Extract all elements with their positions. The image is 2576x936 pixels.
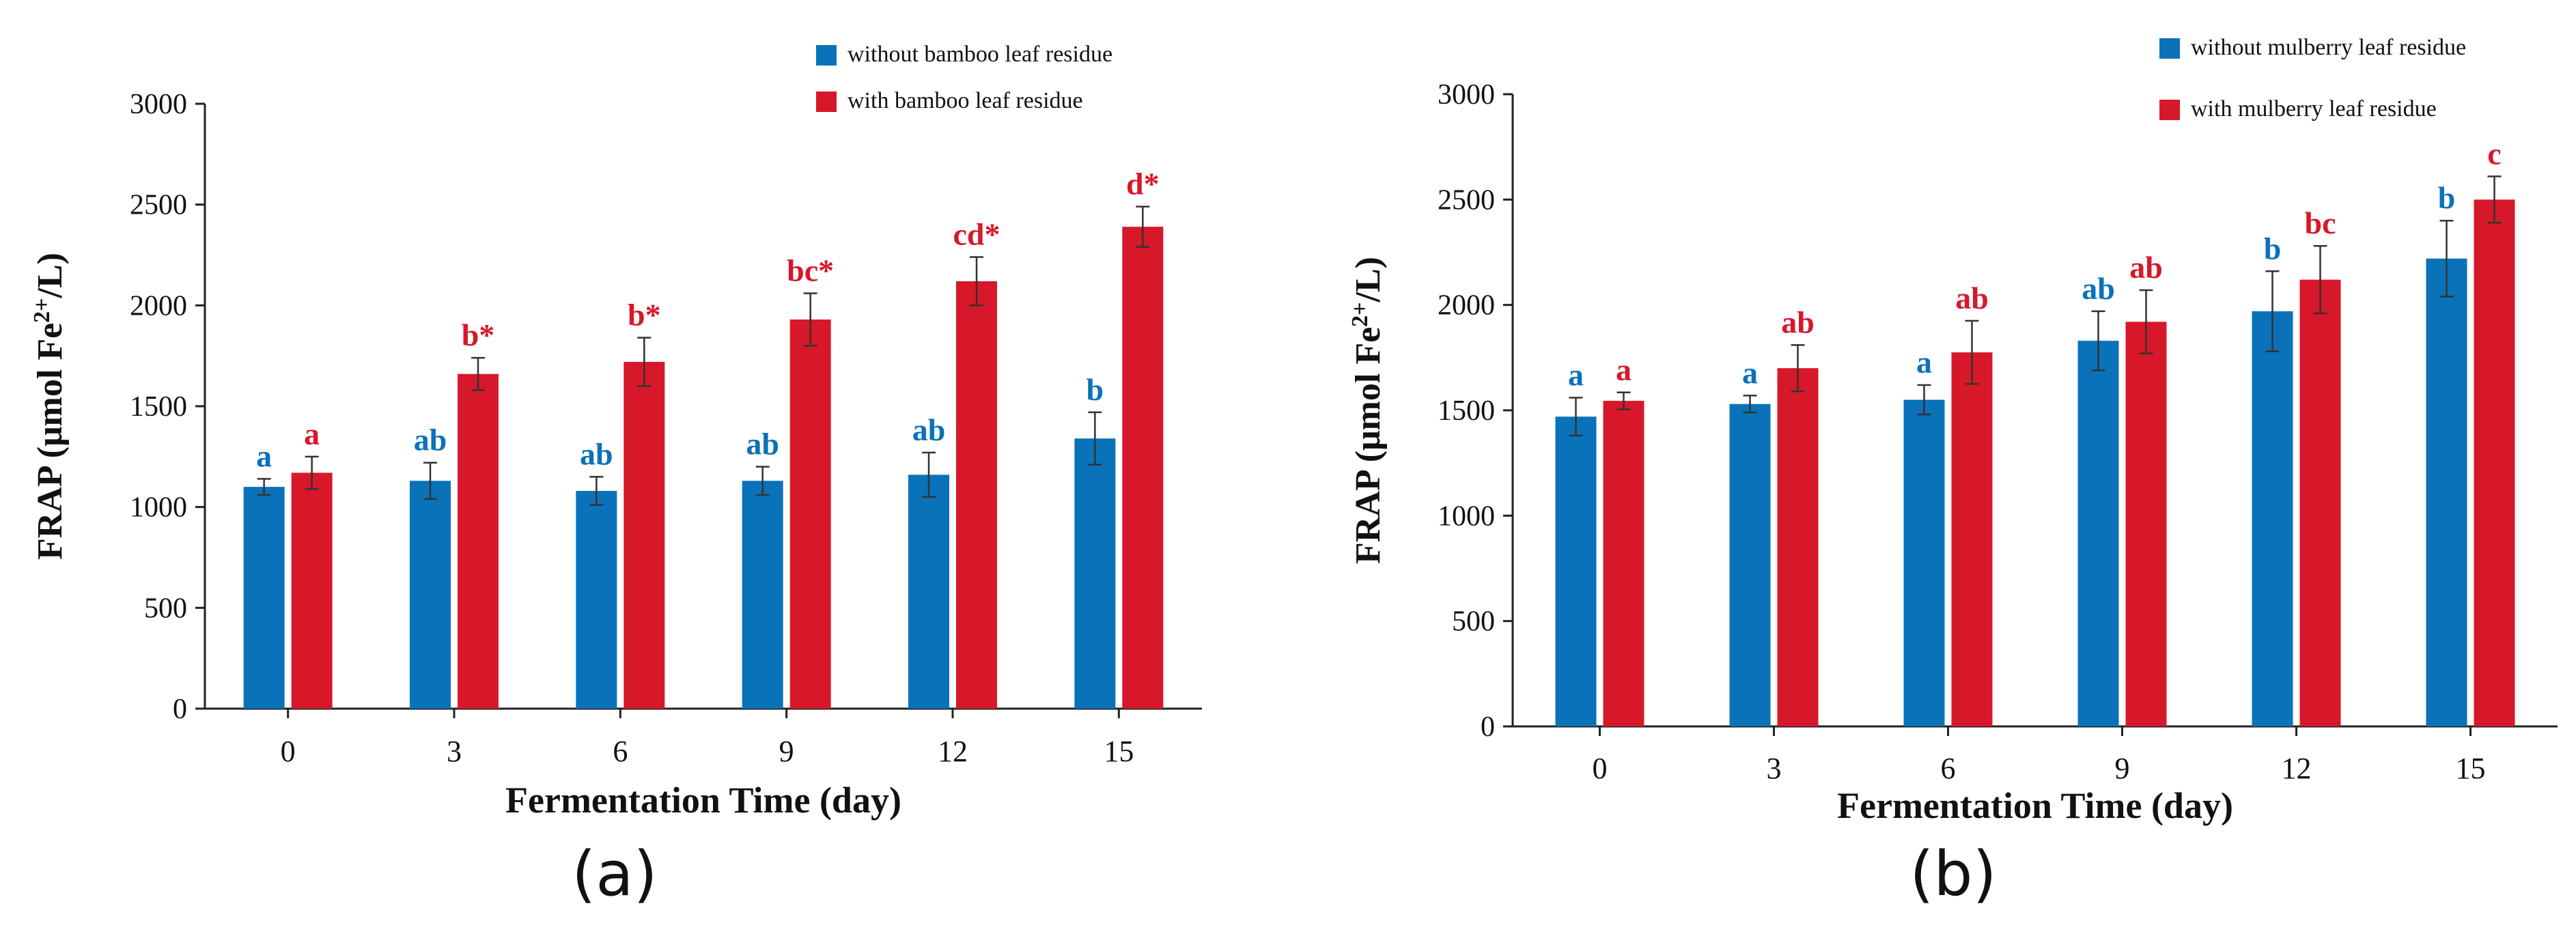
chart-b-significance-letter: a [1616,352,1632,387]
chart-a-x-tick-label: 3 [447,735,462,768]
chart-b-significance-letter: a [1742,355,1758,390]
chart-b-legend-swatch-with [2159,100,2180,120]
chart-a-significance-letter: ab [912,412,946,447]
chart-a-significance-letter: ab [746,427,779,462]
chart-b-bar-with [1951,352,1993,726]
chart-b-bar-without [2252,311,2293,727]
chart-b-bar-with [1777,368,1819,726]
chart-b-significance-letter: bc [2305,205,2336,240]
chart-a-bar-without [410,481,451,709]
chart-b-y-tick-label: 0 [1481,711,1495,743]
chart-b-bar-with [2125,322,2167,726]
chart-a-significance-letter: a [304,416,320,451]
chart-a-bar-with [1122,227,1164,709]
chart-b-bar-without [1555,416,1597,726]
chart-b-y-tick-label: 1000 [1438,500,1495,532]
chart-a-x-axis-title: Fermentation Time (day) [505,780,901,821]
chart-a-y-axis-title-tail: /L) [31,253,70,298]
chart-a-significance-letter: cd* [953,216,1000,251]
chart-a-significance-letter: d* [1126,167,1160,201]
chart-a-significance-letter: a [256,438,272,473]
chart-a-bar-without [908,474,949,709]
chart-a-bar-without [576,491,617,709]
chart-a-x-tick-label: 6 [613,735,628,768]
chart-b-significance-letter: ab [1781,304,1815,339]
chart-a-y-tick-label: 500 [144,593,187,624]
chart-b-significance-letter: a [1916,345,1932,380]
chart-a-bar-with [291,472,333,709]
chart-b-significance-letter: c [2487,136,2501,171]
chart-a-bar-without [1074,438,1116,709]
chart-b-significance-letter: ab [1955,281,1989,315]
chart-a-y-tick-label: 1500 [130,391,187,423]
chart-b-legend-label-with: with mulberry leaf residue [2191,96,2437,122]
chart-a-significance-letter: b [1087,372,1104,407]
chart-b-x-tick-label: 15 [2456,752,2486,785]
chart-a-y-axis-title: FRAP (μmol Fe2+/L) [29,253,70,560]
chart-a-legend-swatch-with [816,91,837,112]
chart-b-y-axis-title-tail: /L) [1349,257,1388,302]
chart-b-bar-with [2299,279,2341,726]
chart-b-y-tick-label: 3000 [1438,79,1495,111]
chart-a-y-tick-label: 3000 [130,89,187,120]
caption-a: (a) [572,838,658,910]
chart-b-bar-without [1729,403,1771,726]
chart-b-y-tick-label: 1500 [1438,395,1495,427]
chart-b-bar-with [2474,199,2515,726]
chart-b-significance-letter: b [2438,180,2456,215]
chart-a-bar-without [243,487,285,709]
chart-a-bar-with [458,373,499,709]
chart-b-legend-swatch-without [2159,38,2180,59]
chart-b-x-tick-label: 3 [1767,752,1782,785]
chart-b-y-tick-label: 2500 [1438,184,1495,216]
chart-b-x-tick-label: 12 [2282,752,2312,785]
chart-b-bar-with [1603,401,1644,726]
chart-a-x-tick-label: 12 [938,735,968,768]
caption-b: (b) [1909,838,1997,910]
chart-b-y-axis-title-main: FRAP (μmol Fe [1349,327,1388,564]
chart-a-bar-without [742,481,783,709]
chart-b-significance-letter: ab [2082,271,2115,306]
chart-a-significance-letter: b* [462,317,495,352]
chart-b-y-axis-title: FRAP (μmol Fe2+/L) [1347,257,1388,564]
chart-a-y-axis-title-superscript: 2+ [29,298,55,322]
chart-b-legend-label-without: without mulberry leaf residue [2191,35,2466,60]
chart-a-bar-with [956,281,997,709]
chart-b-y-tick-label: 500 [1452,606,1495,638]
chart-a-significance-letter: b* [628,298,661,332]
chart-b-y-axis-title-superscript: 2+ [1347,302,1373,326]
chart-a-bar-with [789,320,831,709]
chart-b-significance-letter: b [2264,231,2282,266]
chart-b-x-tick-label: 9 [2115,752,2130,785]
chart-a-bar-with [624,362,665,709]
chart-a-y-tick-label: 1000 [130,492,187,524]
chart-b-x-tick-label: 6 [1941,752,1956,785]
chart-a-legend-label-without: without bamboo leaf residue [848,42,1112,67]
chart-a-x-tick-label: 9 [779,735,794,768]
chart-a-y-tick-label: 2500 [130,190,187,221]
chart-a-significance-letter: bc* [787,253,834,288]
chart-b-bar-without [2426,258,2467,726]
chart-b-significance-letter: ab [2129,250,2163,285]
chart-b-bar-without [2077,341,2119,726]
chart-b-bar-without [1903,399,1945,726]
chart-b-y-tick-label: 2000 [1438,290,1495,322]
chart-a-legend-label-with: with bamboo leaf residue [848,88,1083,113]
chart-a-x-tick-label: 15 [1104,735,1134,768]
chart-a-x-tick-label: 0 [281,735,296,768]
chart-b-x-tick-label: 0 [1593,752,1608,785]
chart-b-significance-letter: a [1568,357,1584,392]
chart-a-significance-letter: ab [580,436,613,471]
chart-b-x-axis-title: Fermentation Time (day) [1837,785,2233,826]
chart-a-significance-letter: ab [414,423,447,457]
chart-a-y-tick-label: 2000 [130,290,187,322]
chart-a-y-axis-title-main: FRAP (μmol Fe [31,323,70,560]
chart-a-legend-swatch-without [816,45,837,66]
chart-a-y-tick-label: 0 [173,694,187,725]
